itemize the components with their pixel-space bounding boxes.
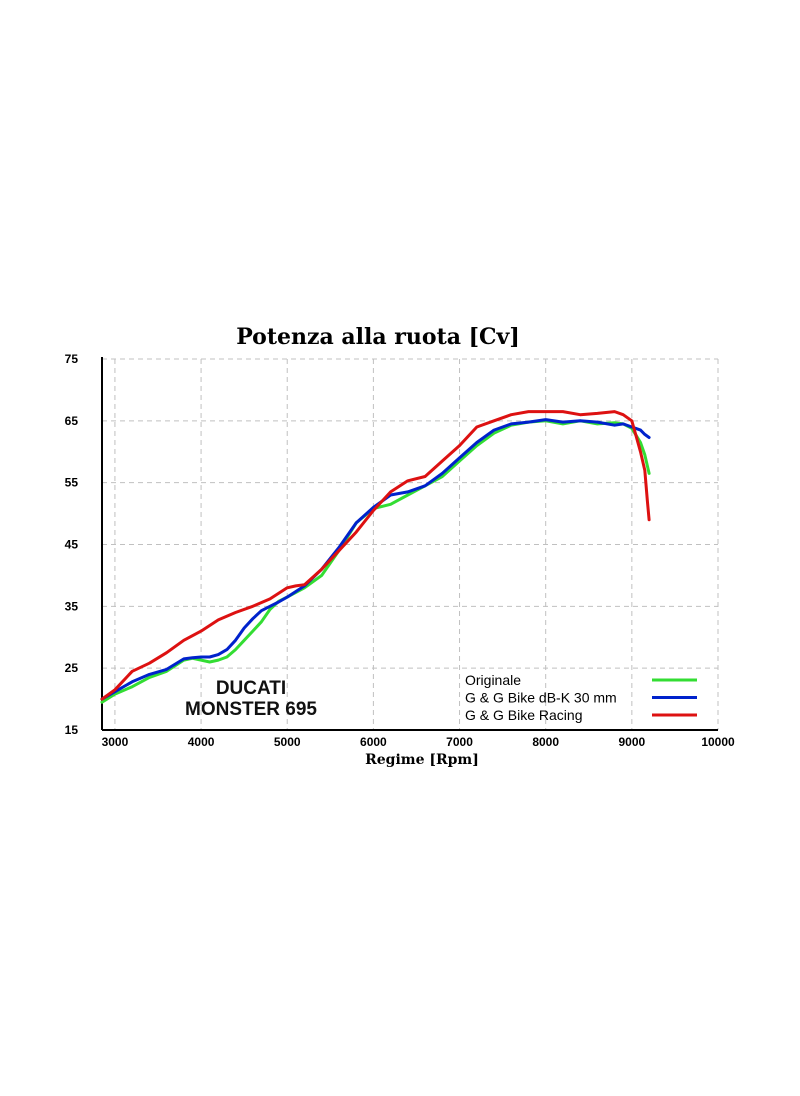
gridlines xyxy=(102,358,719,730)
x-tick-label: 9000 xyxy=(618,735,645,749)
x-tick-label: 3000 xyxy=(102,735,129,749)
x-tick-label: 6000 xyxy=(360,735,387,749)
series-line-g-g-bike-racing xyxy=(100,410,651,701)
y-tick-label: 45 xyxy=(65,538,79,552)
annotation-line: MONSTER 695 xyxy=(185,699,317,720)
axes xyxy=(101,357,718,731)
x-tick-labels: 3000 4000 5000 6000 7000 8000 9000 10000 xyxy=(102,735,735,749)
legend-label: Originale xyxy=(465,672,521,688)
annotation-line: DUCATI xyxy=(216,678,286,699)
y-tick-label: 55 xyxy=(65,476,79,490)
y-tick-label: 75 xyxy=(65,352,79,366)
x-tick-label: 10000 xyxy=(701,735,735,749)
x-tick-label: 8000 xyxy=(532,735,559,749)
legend: Originale G & G Bike dB-K 30 mmG & G Bike… xyxy=(465,672,697,723)
y-tick-labels: 15 25 35 45 55 65 75 xyxy=(65,352,79,737)
y-tick-label: 15 xyxy=(65,723,79,737)
legend-label: G & G Bike dB-K 30 mm xyxy=(465,690,617,706)
x-axis-title: Regime [Rpm] xyxy=(365,752,479,768)
x-tick-label: 4000 xyxy=(188,735,215,749)
x-tick-label: 5000 xyxy=(274,735,301,749)
y-tick-label: 65 xyxy=(65,414,79,428)
series-lines xyxy=(100,410,651,704)
series-line-g-g-bike-db-k-30-mm xyxy=(100,418,651,701)
x-tick-label: 7000 xyxy=(446,735,473,749)
y-tick-label: 25 xyxy=(65,661,79,675)
legend-label: G & G Bike Racing xyxy=(465,707,583,723)
y-tick-label: 35 xyxy=(65,599,79,613)
chart-title: Potenza alla ruota [Cv] xyxy=(236,324,520,350)
